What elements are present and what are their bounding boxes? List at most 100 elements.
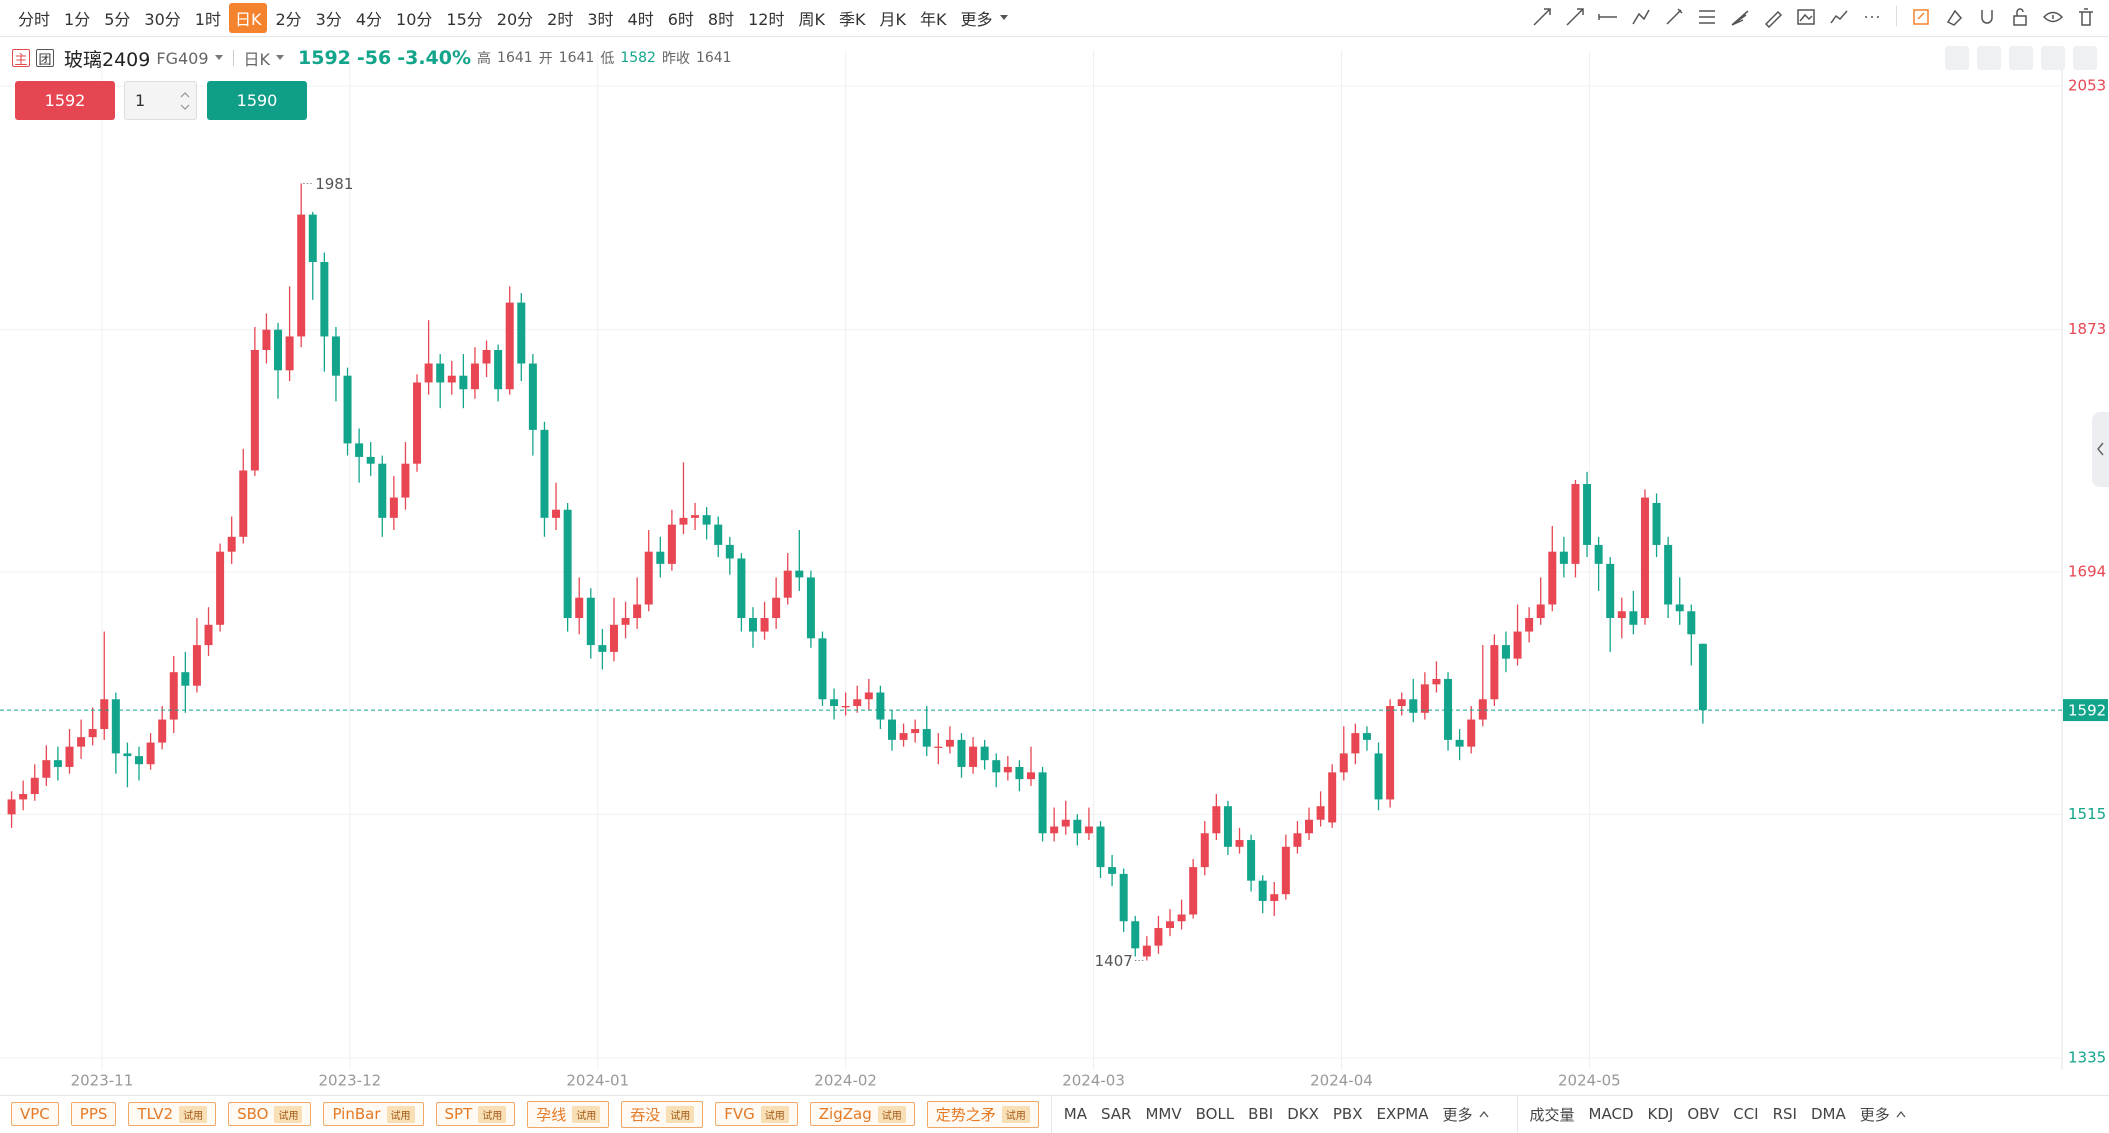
indicator-tag[interactable]: SPT 试用 [435,1102,516,1126]
candle-body [1409,699,1418,713]
group-tag[interactable]: 团 [36,49,54,68]
indicator-tag[interactable]: TLV2 试用 [128,1102,217,1126]
main-tag[interactable]: 主 [12,49,30,68]
period-button[interactable]: 8时 [707,10,735,29]
more-sub[interactable]: 更多 [1859,1105,1890,1124]
period-button[interactable]: 年K [919,10,947,29]
period[interactable]: 日K [243,50,271,69]
period-button[interactable]: 20分 [496,10,534,29]
tool-icon[interactable] [1531,6,1553,28]
control[interactable] [1977,46,2001,70]
sub-indicator[interactable]: CCI [1733,1105,1759,1123]
sub-indicator[interactable]: DMA [1810,1105,1846,1123]
period-button[interactable]: 3时 [587,10,614,29]
control[interactable] [1945,46,1969,70]
collapse-tab[interactable] [2092,412,2109,487]
tool-icon[interactable] [1828,6,1850,28]
sub-indicator[interactable]: RSI [1772,1105,1797,1123]
period-button[interactable]: 分时 [18,10,51,29]
candle-body [633,604,642,619]
sub-indicator[interactable]: OBV [1687,1105,1720,1123]
quantity-input[interactable]: 1 [124,81,197,120]
sub-indicator[interactable]: 成交量 [1529,1105,1575,1124]
period-button[interactable]: 10分 [396,10,433,29]
tool-icon[interactable] [1910,6,1932,28]
main-indicator[interactable]: EXPMA [1376,1105,1429,1123]
indicator-tag[interactable]: PinBar 试用 [323,1102,424,1126]
indicator-tag[interactable]: PPS [70,1102,117,1126]
period-button[interactable]: 2分 [275,10,302,29]
tool-icon[interactable] [2009,6,2031,28]
tool-icon[interactable] [1762,6,1784,28]
main-indicator[interactable]: PBX [1332,1105,1363,1123]
buy-button[interactable]: 1590 [207,81,307,120]
indicator-tag[interactable]: FVG 试用 [715,1102,798,1126]
period-button[interactable]: 30分 [144,10,181,29]
period-button[interactable]: 日K [228,3,268,33]
candle-body [575,597,584,619]
control[interactable] [2009,46,2033,70]
period-button[interactable]: 1时 [194,10,221,29]
period-button[interactable]: 1分 [64,10,91,29]
candle-body [30,777,39,795]
main-indicator[interactable]: MMV [1145,1105,1182,1123]
period-button[interactable]: 月K [879,10,906,29]
tool-icon[interactable] [1564,6,1586,28]
tool-icon[interactable] [2042,6,2064,28]
sub-indicator[interactable]: KDJ [1647,1105,1674,1123]
tool-icon[interactable] [1729,6,1751,28]
sub-indicator[interactable]: MACD [1588,1105,1634,1123]
period-button[interactable]: 15分 [446,10,483,29]
period-button[interactable]: 4分 [355,10,383,29]
candle-body [1339,753,1348,773]
tool-glyph [1913,9,1929,25]
more-main[interactable]: 更多 [1442,1105,1473,1124]
indicator-tag[interactable]: 吞没 试用 [621,1100,704,1128]
candle-body [1490,645,1499,700]
candle-body [355,443,364,457]
indicator-tag[interactable]: 孕线 试用 [527,1100,610,1128]
tool-glyph [1699,10,1715,24]
indicator-tag[interactable]: SBO 试用 [228,1102,312,1126]
spinner[interactable] [180,90,190,112]
indicator-bar: VPC PPS TLV2 试用 SBO 试用 PinBar 试用 SPT 试用 孕线 试用 吞没 试用 FV… [0,1095,2109,1133]
sell-button[interactable]: 1592 [15,81,115,120]
period-button[interactable]: 4时 [627,10,654,29]
candle-body [748,618,757,632]
control[interactable] [2073,46,2097,70]
tool-glyph [1981,10,1993,24]
contract-code[interactable]: FG409 [156,48,209,68]
tool-icon[interactable] [1976,6,1998,28]
control[interactable] [2041,46,2065,70]
tool-icon[interactable] [1696,6,1718,28]
period-button[interactable]: 季K [838,10,866,29]
tool-icon[interactable] [1943,6,1965,28]
period-button[interactable]: 6时 [667,10,694,29]
main-indicator[interactable]: SAR [1100,1105,1132,1123]
more-button[interactable]: 更多 [960,10,993,29]
tool-icon[interactable] [1597,6,1619,28]
main-indicator[interactable]: BOLL [1195,1105,1235,1123]
main-indicator[interactable]: BBI [1248,1105,1274,1123]
tool-icon[interactable] [1630,6,1652,28]
indicator-tag[interactable]: 定势之矛 试用 [926,1100,1039,1128]
tool-icon[interactable] [2075,6,2097,28]
period-button[interactable]: 2时 [547,10,574,29]
tool-icon[interactable] [1795,6,1817,28]
period-button[interactable]: 12时 [748,10,785,29]
main-indicator[interactable]: DKX [1287,1105,1319,1123]
candle-body [980,746,989,761]
candle-body [42,760,51,778]
indicator-tag[interactable]: VPC [11,1102,59,1126]
y-tick-label: 1515 [2068,805,2106,823]
main-indicator[interactable]: MA [1063,1105,1087,1123]
candle-body [308,214,317,262]
indicator-tag[interactable]: ZigZag 试用 [809,1102,915,1126]
tool-icon[interactable] [1663,6,1685,28]
tool-icon[interactable] [1861,6,1883,28]
period-button[interactable]: 5分 [104,10,131,29]
period-button[interactable]: 周K [798,10,825,29]
period-button[interactable]: 3分 [315,10,342,29]
candle-body [274,329,283,371]
